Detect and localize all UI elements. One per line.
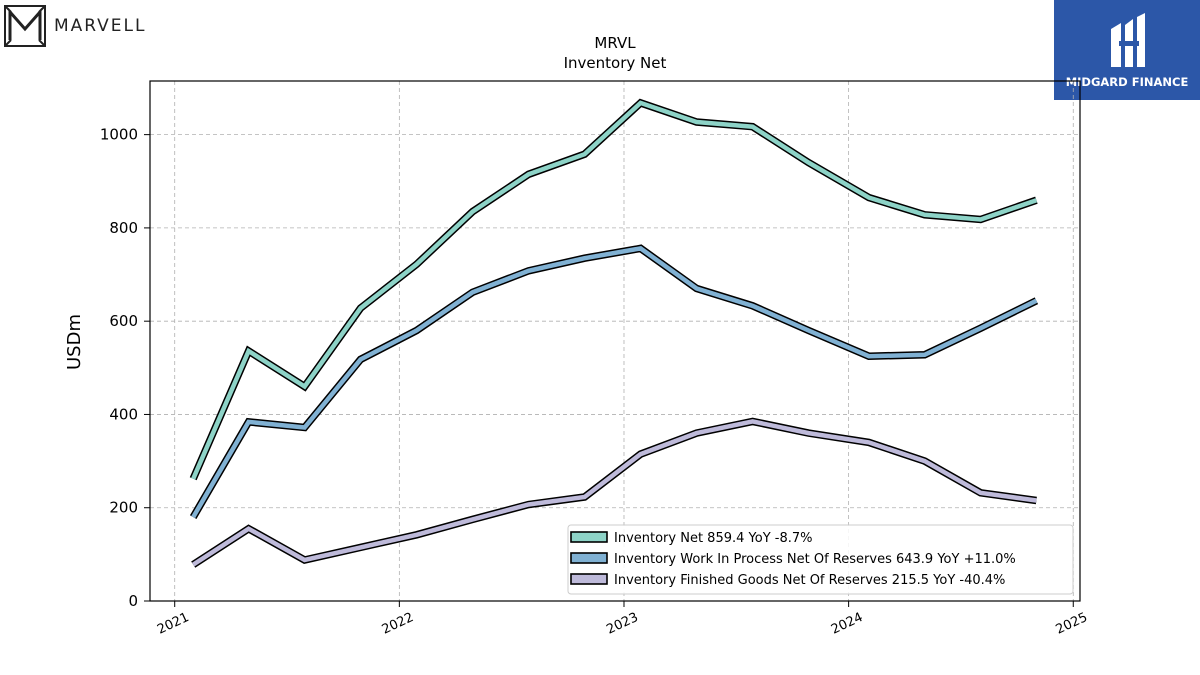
y-axis-ticks: 0 200 400 600 800 1000 <box>100 126 150 610</box>
chart-title: MRVL <box>594 34 636 52</box>
legend-label-3: Inventory Finished Goods Net Of Reserves… <box>614 573 1005 588</box>
chart-subtitle: Inventory Net <box>564 54 667 72</box>
legend-swatch-1 <box>570 531 608 543</box>
y-tick-label: 800 <box>109 219 138 237</box>
plot-frame <box>149 80 1081 602</box>
series-line-1 <box>191 100 1038 480</box>
midgard-logo-icon <box>1111 13 1145 67</box>
legend-swatch-3 <box>570 573 608 585</box>
legend: Inventory Net 859.4 YoY -8.7% Inventory W… <box>567 524 1074 595</box>
grid-lines <box>150 81 1080 602</box>
legend-box <box>567 524 1074 595</box>
y-tick-label: 600 <box>109 312 138 330</box>
series-line-2 <box>191 246 1038 519</box>
x-tick-label: 2023 <box>604 610 640 638</box>
y-tick-label: 0 <box>128 592 138 610</box>
x-tick-label: 2022 <box>380 610 416 638</box>
x-tick-label: 2025 <box>1054 610 1090 638</box>
series-line-outline-1 <box>189 98 1038 481</box>
x-tick-label: 2024 <box>829 610 865 638</box>
legend-swatch-2 <box>570 552 608 564</box>
y-tick-label: 400 <box>109 405 138 423</box>
x-tick-label: 2021 <box>155 610 191 638</box>
midgard-logo: MIDGARD FINANCE <box>1054 0 1200 100</box>
y-tick-label: 200 <box>109 499 138 517</box>
series-layer <box>189 98 1039 568</box>
series-line-3 <box>191 419 1037 567</box>
y-tick-label: 1000 <box>100 126 138 144</box>
marvell-logo: MARVELL <box>4 5 147 47</box>
y-axis-label: USDm <box>64 314 85 370</box>
marvell-logo-icon <box>4 5 46 47</box>
legend-label-2: Inventory Work In Process Net Of Reserve… <box>614 552 1016 567</box>
legend-label-1: Inventory Net 859.4 YoY -8.7% <box>614 531 813 546</box>
midgard-brand-name: MIDGARD FINANCE <box>1065 75 1189 89</box>
marvell-brand-name: MARVELL <box>54 16 147 36</box>
x-axis-ticks: 2021 2022 2023 2024 2025 <box>155 601 1090 638</box>
